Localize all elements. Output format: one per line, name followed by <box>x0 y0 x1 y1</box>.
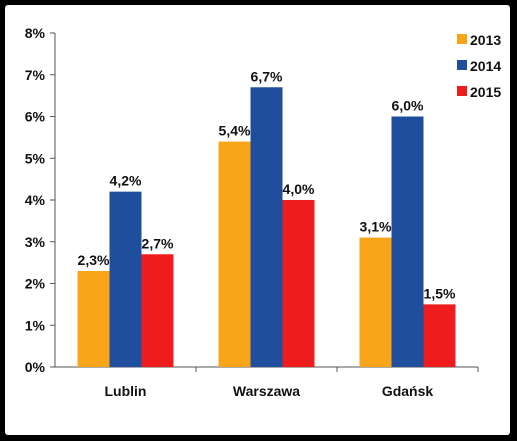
bar-2013-warszawa <box>218 141 251 367</box>
data-label: 1,5% <box>424 285 456 301</box>
data-label: 2,7% <box>142 235 174 251</box>
legend-label-2013: 2013 <box>470 32 501 48</box>
x-category-label: Lublin <box>105 383 147 399</box>
y-tick-label: 1% <box>25 317 46 333</box>
y-tick-label: 3% <box>25 234 46 250</box>
y-tick-label: 0% <box>25 359 46 375</box>
legend-swatch-2015 <box>457 86 467 96</box>
bar-2014-warszawa <box>250 87 283 368</box>
y-tick-label: 4% <box>25 192 46 208</box>
y-tick-label: 2% <box>25 276 46 292</box>
legend-label-2014: 2014 <box>470 58 501 74</box>
y-tick-label: 7% <box>25 67 46 83</box>
bar-2013-lublin <box>77 270 110 367</box>
legend-label-2015: 2015 <box>470 84 501 100</box>
legend-swatch-2013 <box>457 34 467 44</box>
data-label: 3,1% <box>360 219 392 235</box>
bar-2014-lublin <box>109 191 142 367</box>
bar-2015-warszawa <box>282 200 315 367</box>
legend-swatch-2014 <box>457 60 467 70</box>
y-tick-label: 6% <box>25 109 46 125</box>
x-category-label: Gdańsk <box>382 383 434 399</box>
bar-2014-gdańsk <box>391 116 424 367</box>
data-label: 4,0% <box>283 181 315 197</box>
x-category-label: Warszawa <box>233 383 300 399</box>
bar-2015-gdańsk <box>423 304 456 367</box>
y-tick-label: 8% <box>25 25 46 41</box>
data-label: 6,7% <box>251 68 283 84</box>
data-label: 2,3% <box>78 252 110 268</box>
data-label: 4,2% <box>110 173 142 189</box>
bar-2015-lublin <box>141 254 174 367</box>
data-label: 6,0% <box>392 98 424 114</box>
y-tick-label: 5% <box>25 150 46 166</box>
data-label: 5,4% <box>219 123 251 139</box>
bar-2013-gdańsk <box>359 237 392 367</box>
